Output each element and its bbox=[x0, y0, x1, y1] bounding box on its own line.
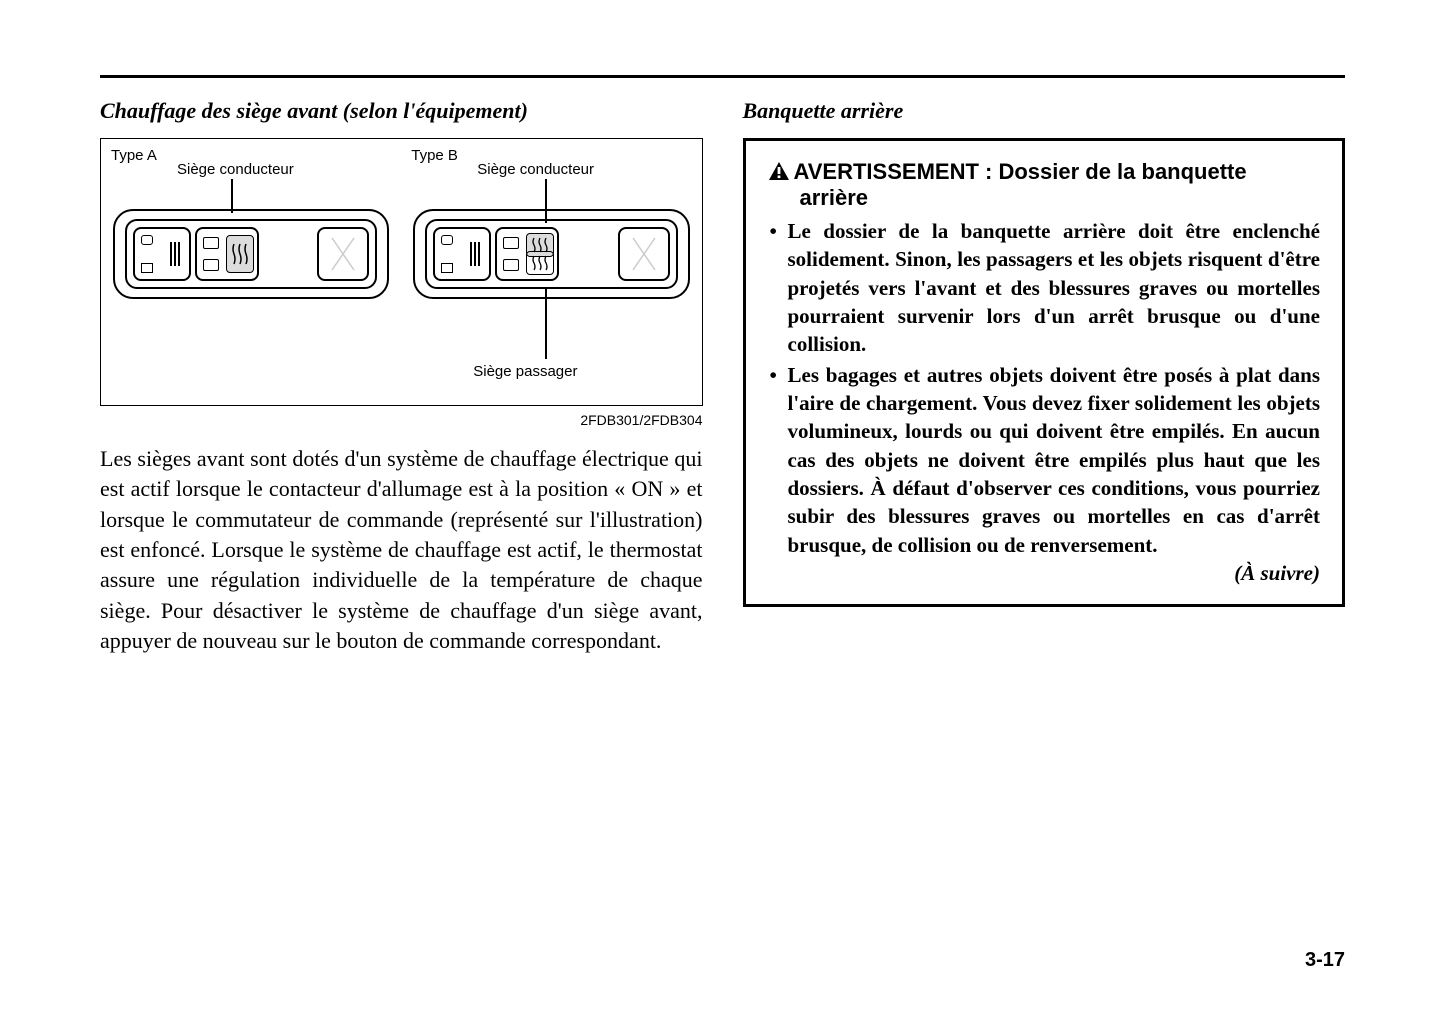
control-panel-a bbox=[113, 209, 389, 299]
button-group bbox=[133, 227, 191, 281]
warning-heading-text: AVERTISSEMENT : Dossier de la banquette … bbox=[794, 159, 1247, 210]
heater-diagram: Type A Siège conducteur bbox=[100, 138, 703, 406]
body-paragraph: Les sièges avant sont dotés d'un système… bbox=[100, 444, 703, 657]
type-a-label: Type A bbox=[111, 147, 157, 164]
warning-bullet: Les bagages et autres objets doivent êtr… bbox=[788, 361, 1321, 559]
top-rule bbox=[100, 75, 1345, 78]
diagram-type-a: Type A Siège conducteur bbox=[101, 139, 401, 405]
right-column: Banquette arrière AVERTISSEMENT : Dossie… bbox=[743, 98, 1346, 657]
driver-seat-label-b: Siège conducteur bbox=[477, 161, 594, 178]
left-column: Chauffage des siège avant (selon l'équip… bbox=[100, 98, 703, 657]
warning-box: AVERTISSEMENT : Dossier de la banquette … bbox=[743, 138, 1346, 607]
warning-bullet-list: Le dossier de la banquette arrière doit … bbox=[768, 217, 1321, 559]
left-section-title: Chauffage des siège avant (selon l'équip… bbox=[100, 98, 703, 124]
control-panel-b bbox=[413, 209, 689, 299]
headlight-icon bbox=[141, 235, 153, 245]
right-section-title: Banquette arrière bbox=[743, 98, 1346, 124]
button-group bbox=[317, 227, 369, 281]
blank-button-icon bbox=[328, 234, 358, 274]
pointer-line bbox=[545, 287, 547, 359]
diagram-type-b: Type B Siège conducteur bbox=[401, 139, 701, 405]
panel-inner bbox=[125, 219, 377, 289]
continued-label: (À suivre) bbox=[768, 561, 1321, 586]
figure-code: 2FDB301/2FDB304 bbox=[100, 412, 703, 428]
seat-heater-passenger-button bbox=[526, 251, 554, 275]
warning-bullet: Le dossier de la banquette arrière doit … bbox=[788, 217, 1321, 359]
defrost-icon bbox=[203, 237, 219, 249]
bars-icon bbox=[469, 240, 485, 268]
heat-waves-icon bbox=[231, 242, 249, 266]
pointer-line bbox=[231, 179, 233, 213]
warning-heading: AVERTISSEMENT : Dossier de la banquette … bbox=[768, 159, 1321, 211]
seat-heater-button-a bbox=[226, 235, 254, 273]
defrost-icon bbox=[503, 259, 519, 271]
page-content: Chauffage des siège avant (selon l'équip… bbox=[100, 75, 1345, 976]
bars-icon bbox=[169, 240, 185, 268]
headlight-icon bbox=[441, 235, 453, 245]
warning-triangle-icon bbox=[768, 161, 790, 181]
panel-inner bbox=[425, 219, 677, 289]
dimmer-icon bbox=[141, 263, 153, 273]
button-group bbox=[433, 227, 491, 281]
button-group bbox=[618, 227, 670, 281]
page-number: 3-17 bbox=[1305, 949, 1345, 972]
defrost-icon bbox=[203, 259, 219, 271]
blank-button-icon bbox=[629, 234, 659, 274]
heat-waves-icon bbox=[531, 255, 549, 271]
two-column-layout: Chauffage des siège avant (selon l'équip… bbox=[100, 98, 1345, 657]
driver-seat-label-a: Siège conducteur bbox=[177, 161, 294, 178]
passenger-seat-label: Siège passager bbox=[473, 363, 577, 380]
defrost-icon bbox=[503, 237, 519, 249]
type-b-label: Type B bbox=[411, 147, 458, 164]
button-group bbox=[195, 227, 259, 281]
button-group bbox=[495, 227, 559, 281]
dimmer-icon bbox=[441, 263, 453, 273]
